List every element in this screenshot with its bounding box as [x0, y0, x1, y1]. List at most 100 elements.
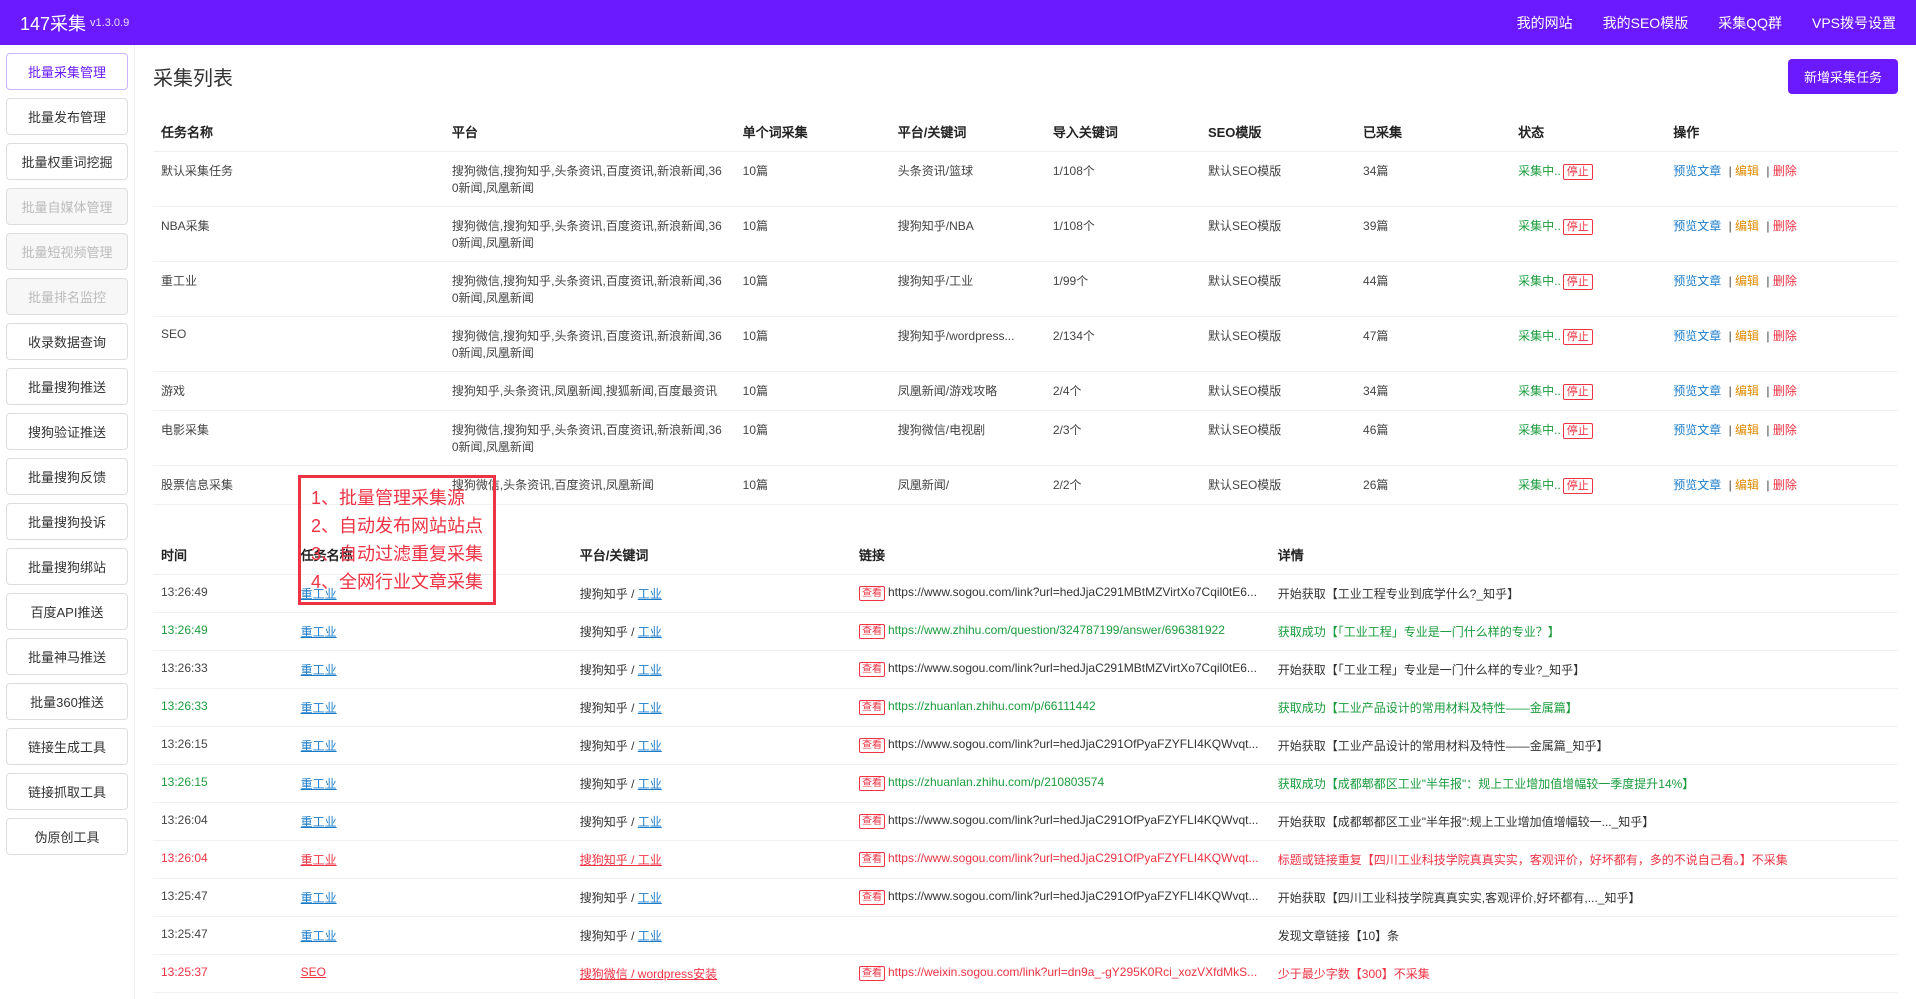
stop-button[interactable]: 停止	[1563, 423, 1593, 439]
log-url[interactable]: https://zhuanlan.zhihu.com/p/210803574	[888, 775, 1104, 789]
stop-button[interactable]: 停止	[1563, 329, 1593, 345]
log-keyword-link[interactable]: wordpress安装	[638, 967, 717, 981]
view-badge[interactable]: 查看	[859, 890, 885, 905]
preview-link[interactable]: 预览文章	[1673, 164, 1721, 178]
tasks-col-7: 状态	[1510, 112, 1665, 152]
edit-link[interactable]: 编辑	[1735, 164, 1759, 178]
preview-link[interactable]: 预览文章	[1673, 274, 1721, 288]
log-task-link[interactable]: 重工业	[301, 891, 337, 905]
topnav-item-2[interactable]: 采集QQ群	[1718, 13, 1782, 33]
log-url[interactable]: https://www.sogou.com/link?url=hedJjaC29…	[888, 661, 1257, 675]
sidebar-item-13[interactable]: 批量神马推送	[6, 638, 128, 675]
delete-link[interactable]: 删除	[1773, 219, 1797, 233]
preview-link[interactable]: 预览文章	[1673, 329, 1721, 343]
log-url[interactable]: https://weixin.sogou.com/link?url=dn9a_-…	[888, 965, 1257, 979]
log-keyword-link[interactable]: 工业	[638, 891, 662, 905]
stop-button[interactable]: 停止	[1563, 384, 1593, 400]
task-row: 股票信息采集搜狗微信,头条资讯,百度资讯,凤凰新闻10篇凤凰新闻/2/2个默认S…	[153, 466, 1898, 505]
stop-button[interactable]: 停止	[1563, 219, 1593, 235]
delete-link[interactable]: 删除	[1773, 384, 1797, 398]
log-url[interactable]: https://www.sogou.com/link?url=hedJjaC29…	[888, 851, 1259, 865]
log-task-link[interactable]: 重工业	[301, 663, 337, 677]
page-title: 采集列表	[153, 62, 233, 91]
delete-link[interactable]: 删除	[1773, 164, 1797, 178]
sidebar-item-6[interactable]: 收录数据查询	[6, 323, 128, 360]
log-keyword-link[interactable]: 工业	[638, 739, 662, 753]
sidebar: 批量采集管理批量发布管理批量权重词挖掘批量自媒体管理批量短视频管理批量排名监控收…	[0, 45, 135, 999]
preview-link[interactable]: 预览文章	[1673, 423, 1721, 437]
log-task-link[interactable]: 重工业	[301, 853, 337, 867]
edit-link[interactable]: 编辑	[1735, 274, 1759, 288]
stop-button[interactable]: 停止	[1563, 164, 1593, 180]
view-badge[interactable]: 查看	[859, 624, 885, 639]
log-keyword-link[interactable]: 工业	[638, 587, 662, 601]
delete-link[interactable]: 删除	[1773, 423, 1797, 437]
topnav-item-0[interactable]: 我的网站	[1517, 13, 1573, 33]
sidebar-item-2[interactable]: 批量权重词挖掘	[6, 143, 128, 180]
sidebar-item-9[interactable]: 批量搜狗反馈	[6, 458, 128, 495]
sidebar-item-4: 批量短视频管理	[6, 233, 128, 270]
sidebar-item-10[interactable]: 批量搜狗投诉	[6, 503, 128, 540]
view-badge[interactable]: 查看	[859, 852, 885, 867]
log-task-link[interactable]: 重工业	[301, 777, 337, 791]
view-badge[interactable]: 查看	[859, 662, 885, 677]
edit-link[interactable]: 编辑	[1735, 478, 1759, 492]
log-task-link[interactable]: 重工业	[301, 701, 337, 715]
preview-link[interactable]: 预览文章	[1673, 478, 1721, 492]
add-task-button[interactable]: 新增采集任务	[1788, 59, 1898, 94]
log-keyword-link[interactable]: 工业	[638, 929, 662, 943]
preview-link[interactable]: 预览文章	[1673, 384, 1721, 398]
view-badge[interactable]: 查看	[859, 700, 885, 715]
log-col-3: 链接	[851, 535, 1270, 575]
log-keyword-link[interactable]: 工业	[638, 777, 662, 791]
log-keyword-link[interactable]: 工业	[638, 853, 662, 867]
log-url[interactable]: https://zhuanlan.zhihu.com/p/66111442	[888, 699, 1096, 713]
view-badge[interactable]: 查看	[859, 776, 885, 791]
sidebar-item-16[interactable]: 链接抓取工具	[6, 773, 128, 810]
log-url[interactable]: https://www.sogou.com/link?url=hedJjaC29…	[888, 585, 1257, 599]
delete-link[interactable]: 删除	[1773, 329, 1797, 343]
edit-link[interactable]: 编辑	[1735, 384, 1759, 398]
sidebar-item-11[interactable]: 批量搜狗绑站	[6, 548, 128, 585]
sidebar-item-15[interactable]: 链接生成工具	[6, 728, 128, 765]
sidebar-item-12[interactable]: 百度API推送	[6, 593, 128, 630]
log-task-link[interactable]: SEO	[301, 965, 326, 979]
status-running: 采集中..	[1518, 274, 1561, 288]
view-badge[interactable]: 查看	[859, 738, 885, 753]
preview-link[interactable]: 预览文章	[1673, 219, 1721, 233]
log-url[interactable]: https://www.sogou.com/link?url=hedJjaC29…	[888, 813, 1259, 827]
log-keyword-link[interactable]: 工业	[638, 815, 662, 829]
log-task-link[interactable]: 重工业	[301, 739, 337, 753]
edit-link[interactable]: 编辑	[1735, 329, 1759, 343]
log-url[interactable]: https://www.sogou.com/link?url=hedJjaC29…	[888, 737, 1259, 751]
sidebar-item-17[interactable]: 伪原创工具	[6, 818, 128, 855]
sidebar-item-0[interactable]: 批量采集管理	[6, 53, 128, 90]
view-badge[interactable]: 查看	[859, 814, 885, 829]
stop-button[interactable]: 停止	[1563, 478, 1593, 494]
sidebar-item-8[interactable]: 搜狗验证推送	[6, 413, 128, 450]
log-keyword-link[interactable]: 工业	[638, 701, 662, 715]
sidebar-item-14[interactable]: 批量360推送	[6, 683, 128, 720]
log-task-link[interactable]: 重工业	[301, 815, 337, 829]
log-task-link[interactable]: 重工业	[301, 625, 337, 639]
topnav-item-1[interactable]: 我的SEO模版	[1603, 13, 1689, 33]
log-row: 13:25:47重工业搜狗知乎 / 工业发现文章链接【10】条	[153, 917, 1898, 955]
log-url[interactable]: https://www.zhihu.com/question/324787199…	[888, 623, 1225, 637]
log-keyword-link[interactable]: 工业	[638, 625, 662, 639]
topnav-item-3[interactable]: VPS拨号设置	[1812, 13, 1896, 33]
edit-link[interactable]: 编辑	[1735, 423, 1759, 437]
view-badge[interactable]: 查看	[859, 966, 885, 981]
stop-button[interactable]: 停止	[1563, 274, 1593, 290]
log-keyword-link[interactable]: 工业	[638, 663, 662, 677]
sidebar-item-7[interactable]: 批量搜狗推送	[6, 368, 128, 405]
view-badge[interactable]: 查看	[859, 586, 885, 601]
log-col-1: 任务名称	[293, 535, 572, 575]
sidebar-item-1[interactable]: 批量发布管理	[6, 98, 128, 135]
edit-link[interactable]: 编辑	[1735, 219, 1759, 233]
delete-link[interactable]: 删除	[1773, 478, 1797, 492]
log-col-0: 时间	[153, 535, 293, 575]
log-task-link[interactable]: 重工业	[301, 929, 337, 943]
delete-link[interactable]: 删除	[1773, 274, 1797, 288]
log-url[interactable]: https://www.sogou.com/link?url=hedJjaC29…	[888, 889, 1259, 903]
log-task-link[interactable]: 重工业	[301, 587, 337, 601]
